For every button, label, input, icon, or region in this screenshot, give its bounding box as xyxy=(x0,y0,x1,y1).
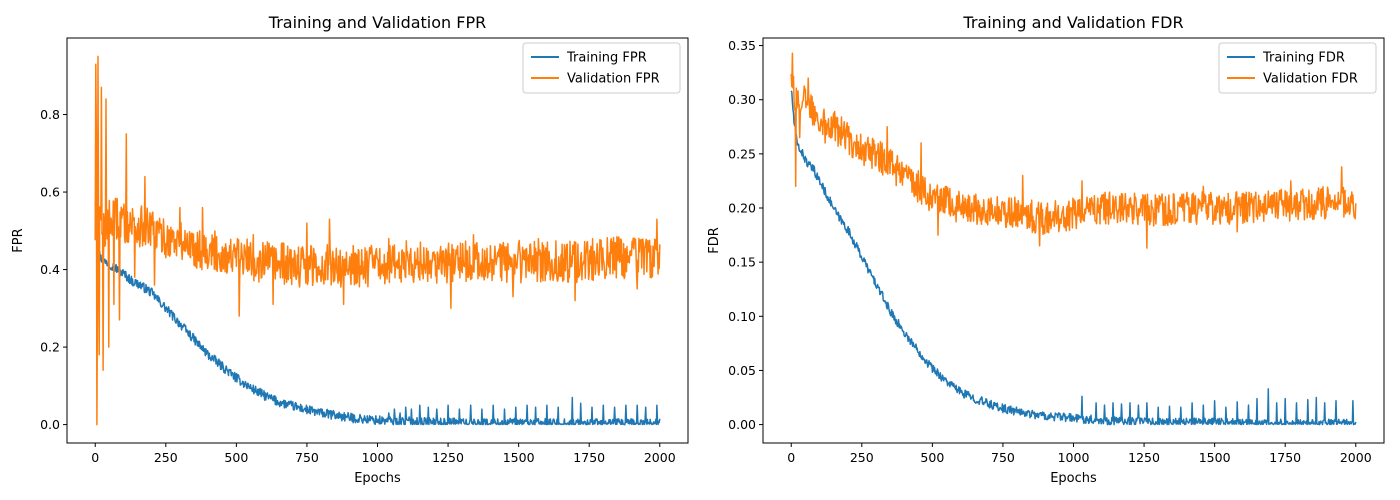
fdr-x-tick-label: 1250 xyxy=(1128,450,1160,465)
fpr-y-tick-label: 0.4 xyxy=(40,262,60,277)
fpr-x-tick-label: 1250 xyxy=(432,450,464,465)
fpr-y-tick-label: 0.6 xyxy=(40,185,60,200)
fpr-x-tick-label: 750 xyxy=(295,450,319,465)
fpr-y-axis-label: FPR xyxy=(11,228,26,252)
fdr-legend-entry: Validation FDR xyxy=(1263,72,1358,87)
fdr-chart-title: Training and Validation FDR xyxy=(962,13,1183,32)
fpr-chart: Training and Validation FPR Epochs FPR 0… xyxy=(11,13,689,486)
fdr-y-tick-label: 0.35 xyxy=(728,38,756,53)
fpr-legend-entry: Training FPR xyxy=(566,51,647,66)
fpr-x-axis-label: Epochs xyxy=(354,471,401,486)
fpr-y-tick-label: 0.8 xyxy=(40,107,60,122)
fpr-y-tick-label: 0.0 xyxy=(40,417,60,432)
fpr-x-tick-label: 500 xyxy=(224,450,248,465)
fdr-y-tick-label: 0.05 xyxy=(728,363,756,378)
fdr-legend-entry: Training FDR xyxy=(1262,51,1345,66)
fdr-y-tick-label: 0.00 xyxy=(728,417,756,432)
fdr-y-tick-label: 0.30 xyxy=(728,92,756,107)
fdr-legend-box xyxy=(1218,42,1377,94)
fdr-x-tick-label: 1500 xyxy=(1199,450,1231,465)
fdr-y-axis-label: FDR xyxy=(707,227,722,254)
fdr-x-tick-label: 500 xyxy=(920,450,944,465)
fdr-x-axis-label: Epochs xyxy=(1050,471,1097,486)
fdr-y-tick-label: 0.15 xyxy=(728,255,756,270)
fpr-series-line-validation xyxy=(94,55,661,426)
fdr-x-tick-label: 750 xyxy=(991,450,1015,465)
fpr-plot-frame xyxy=(66,37,689,444)
fdr-x-tick-label: 1750 xyxy=(1269,450,1301,465)
fpr-chart-title: Training and Validation FPR xyxy=(268,13,486,32)
fpr-series-line-training xyxy=(94,201,661,426)
fpr-legend-entry: Validation FPR xyxy=(567,72,660,87)
fpr-x-tick-label: 1000 xyxy=(362,450,394,465)
fpr-x-tick-label: 250 xyxy=(154,450,178,465)
fpr-x-tick-label: 1750 xyxy=(573,450,605,465)
fdr-y-tick-label: 0.10 xyxy=(728,309,756,324)
fdr-x-tick-label: 0 xyxy=(787,450,795,465)
fpr-legend: Training FPR Validation FPR xyxy=(522,42,681,94)
fdr-legend: Training FDR Validation FDR xyxy=(1218,42,1377,94)
fpr-x-tick-label: 1500 xyxy=(503,450,535,465)
fdr-x-tick-label: 1000 xyxy=(1058,450,1090,465)
fdr-y-tick-label: 0.20 xyxy=(728,201,756,216)
fdr-x-tick-label: 2000 xyxy=(1340,450,1372,465)
fpr-x-tick-label: 2000 xyxy=(644,450,676,465)
fdr-series-line-validation xyxy=(790,52,1357,249)
fdr-series-line-training xyxy=(790,90,1357,426)
fdr-plot-frame xyxy=(762,37,1385,444)
fpr-y-tick-label: 0.2 xyxy=(40,340,60,355)
fdr-y-tick-label: 0.25 xyxy=(728,146,756,161)
fdr-chart: Training and Validation FDR Epochs FDR 0… xyxy=(707,13,1385,486)
fpr-legend-box xyxy=(522,42,681,94)
fdr-x-tick-label: 250 xyxy=(850,450,874,465)
fpr-x-tick-label: 0 xyxy=(91,450,99,465)
